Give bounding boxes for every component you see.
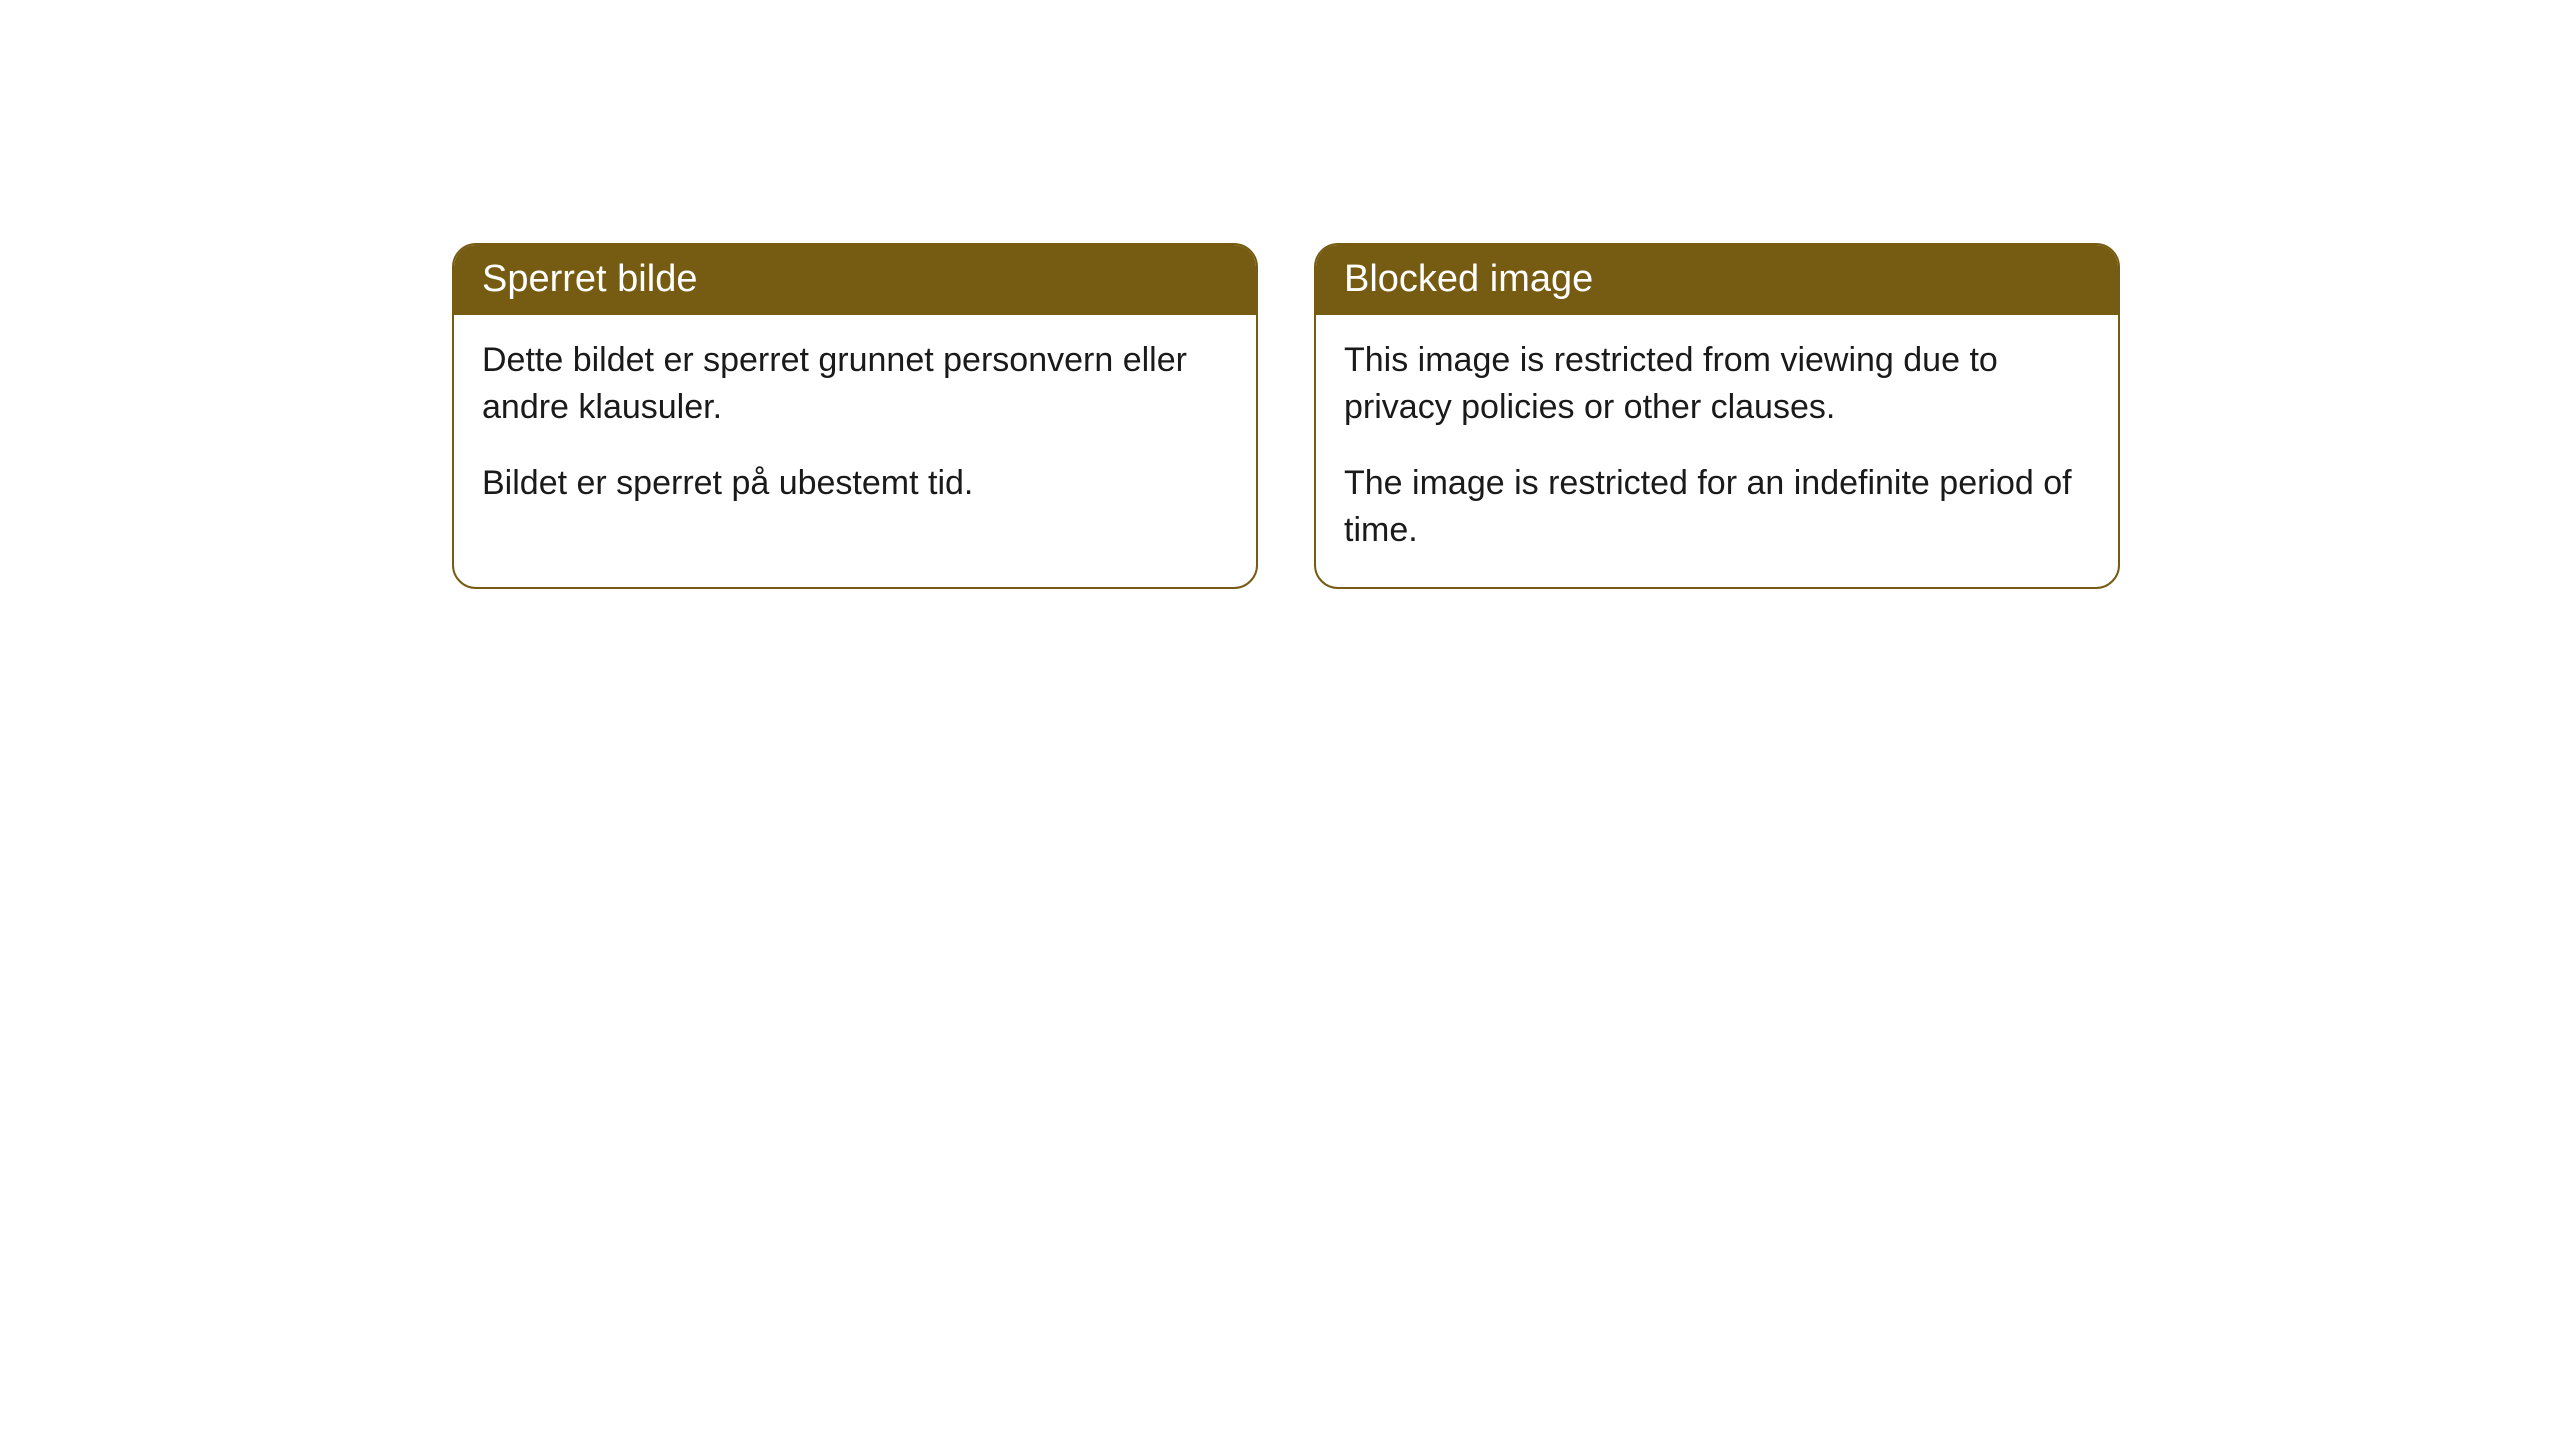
- notice-card-header: Sperret bilde: [454, 245, 1256, 315]
- notice-card-english: Blocked image This image is restricted f…: [1314, 243, 2120, 589]
- notice-paragraph: Dette bildet er sperret grunnet personve…: [482, 337, 1228, 432]
- notice-card-body: Dette bildet er sperret grunnet personve…: [454, 315, 1256, 540]
- notice-card-body: This image is restricted from viewing du…: [1316, 315, 2118, 587]
- notice-paragraph: The image is restricted for an indefinit…: [1344, 460, 2090, 555]
- notice-card-norwegian: Sperret bilde Dette bildet er sperret gr…: [452, 243, 1258, 589]
- notice-paragraph: This image is restricted from viewing du…: [1344, 337, 2090, 432]
- notice-card-header: Blocked image: [1316, 245, 2118, 315]
- notice-paragraph: Bildet er sperret på ubestemt tid.: [482, 460, 1228, 508]
- notice-cards-container: Sperret bilde Dette bildet er sperret gr…: [0, 0, 2560, 589]
